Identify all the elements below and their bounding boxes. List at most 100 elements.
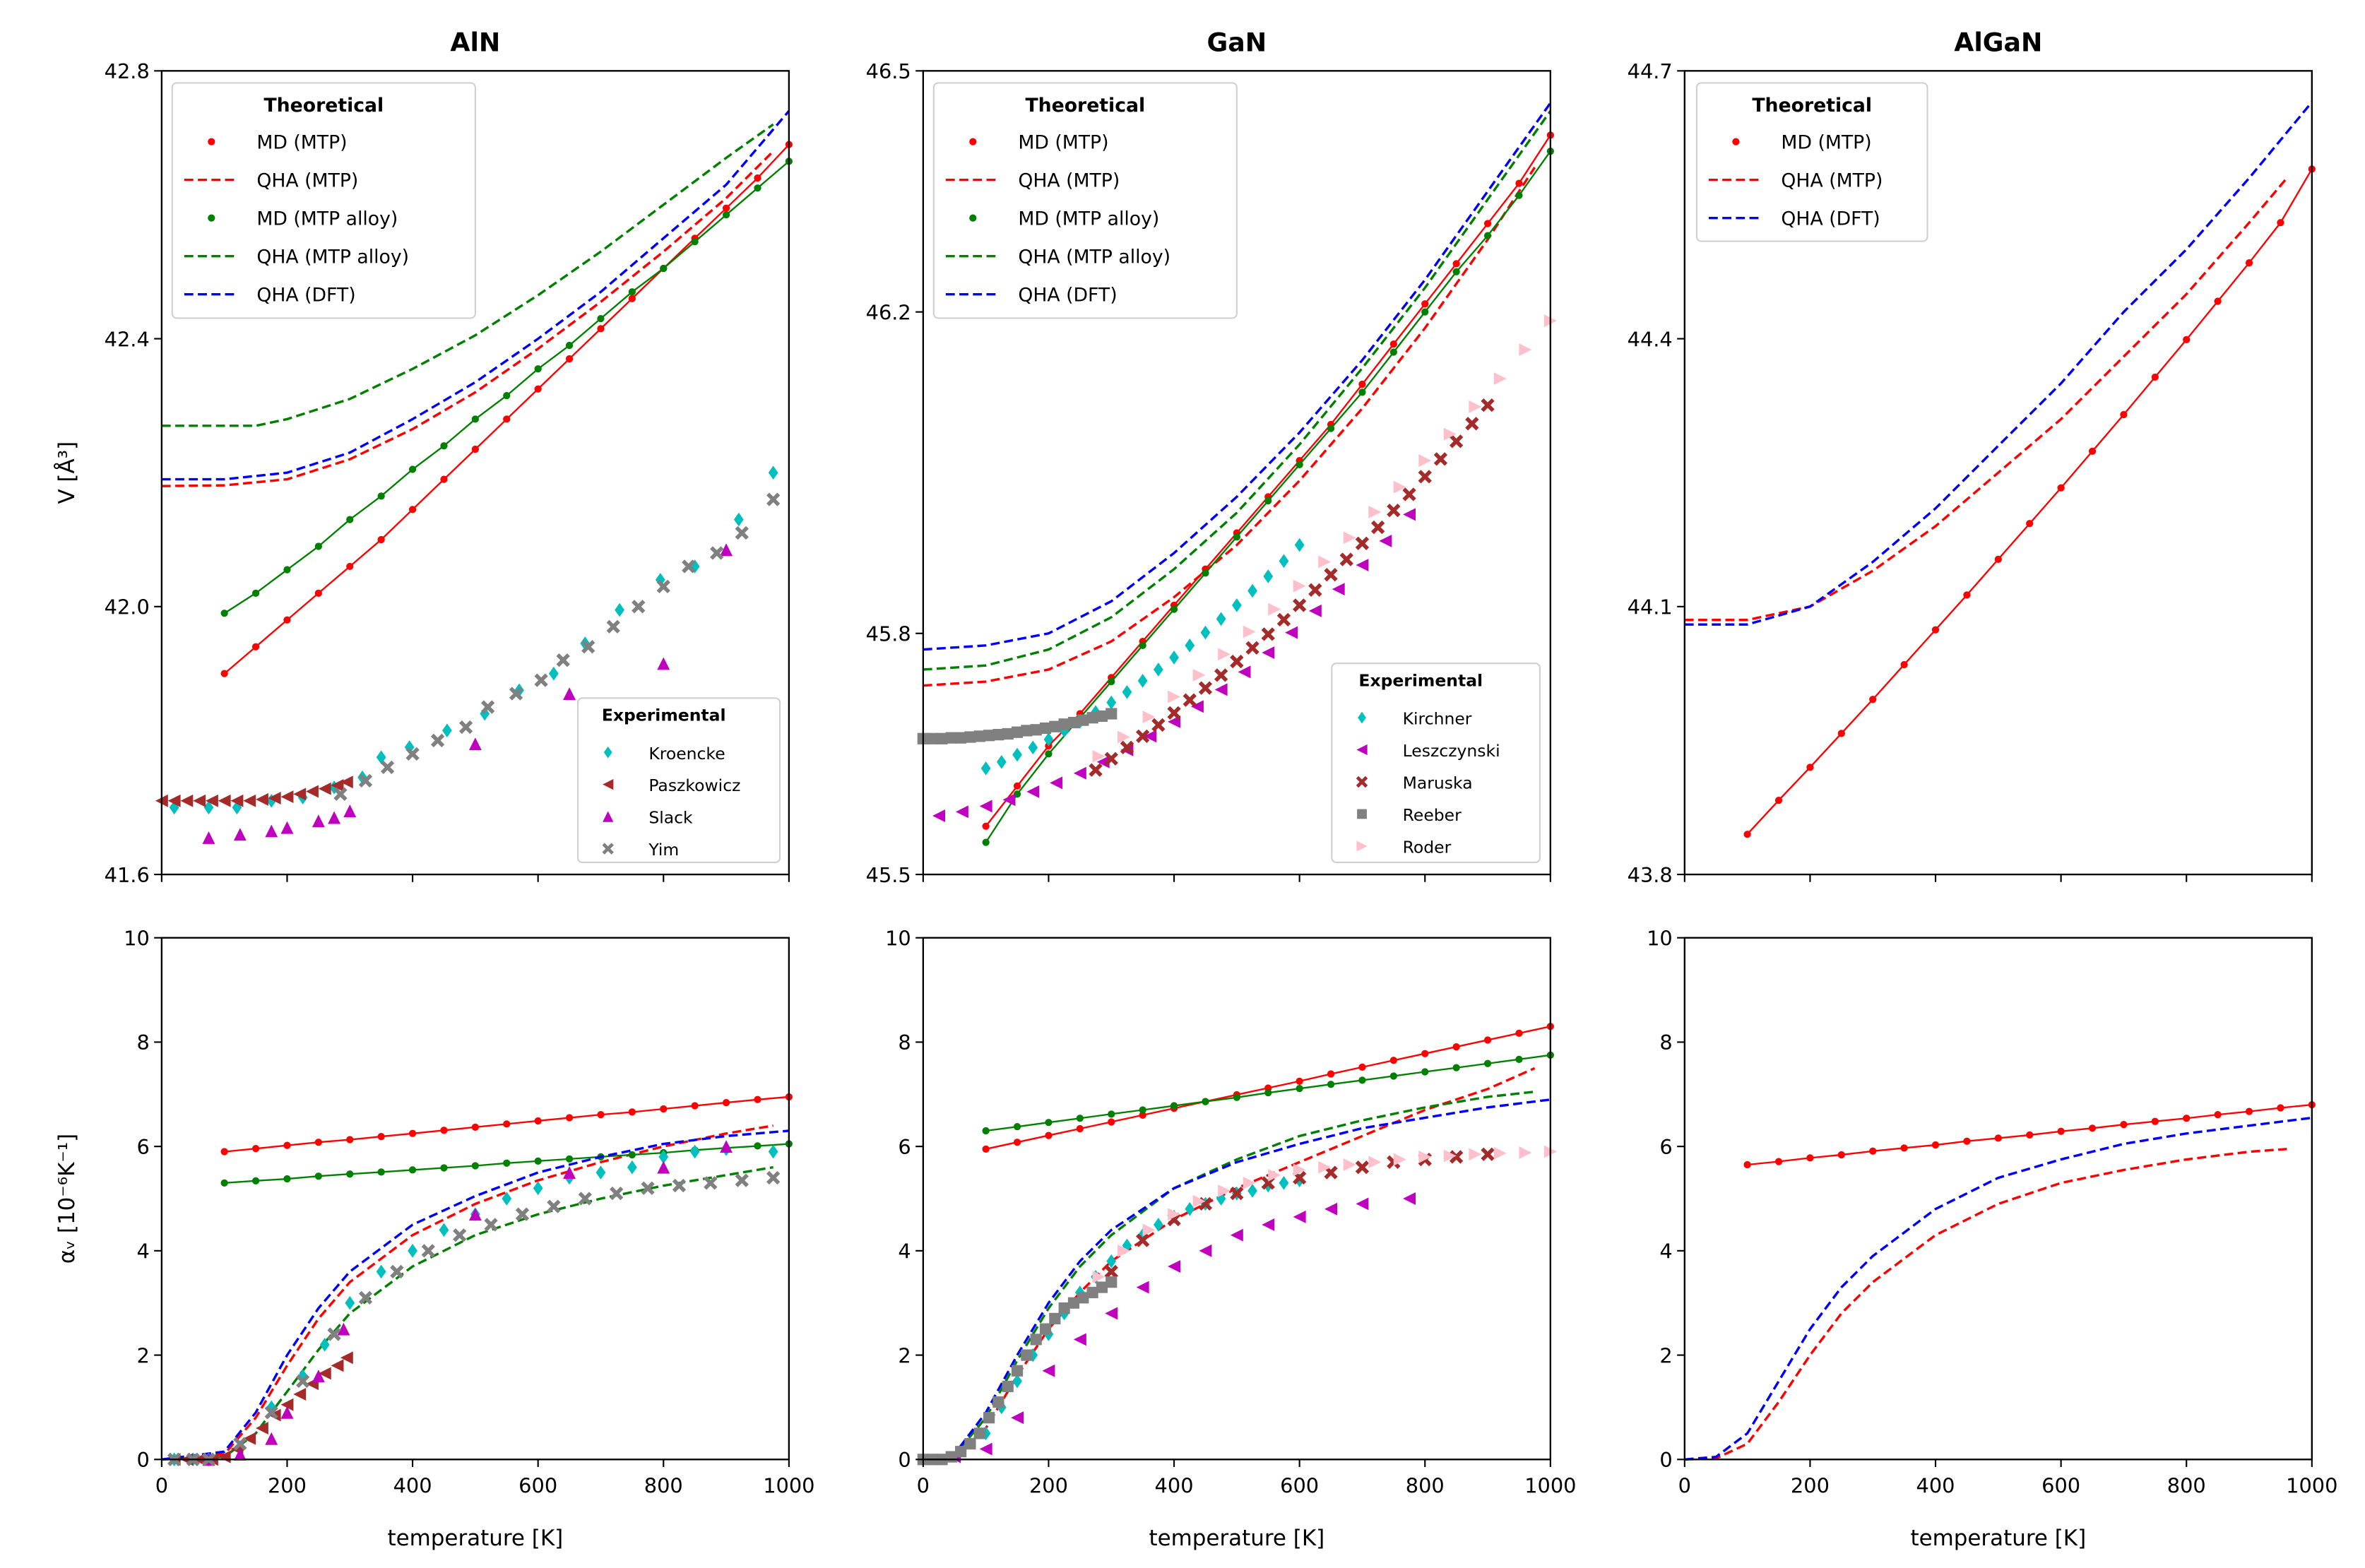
- data-point-paszkowicz: [243, 794, 256, 807]
- data-point-md-mtp: [565, 355, 574, 363]
- data-point-roder: [1393, 1153, 1406, 1166]
- data-point-md-mtp-alloy: [251, 1177, 260, 1185]
- data-point-maruska: [1449, 434, 1464, 449]
- legend-entry-label: QHA (MTP alloy): [256, 246, 409, 268]
- y-tick-label: 44.4: [1628, 327, 1673, 351]
- data-point-kirchner: [1279, 1176, 1289, 1190]
- data-point-kirchner: [1106, 695, 1117, 710]
- data-point-paszkowicz: [205, 794, 218, 807]
- data-point-md-mtp-alloy: [1327, 424, 1335, 432]
- legend-theoretical: Theoretical MD (MTP) QHA (MTP) MD (MTP allo…: [171, 82, 476, 319]
- data-point-md-mtp: [754, 174, 761, 182]
- data-point-md-mtp: [251, 643, 260, 651]
- data-point-kirchner: [1028, 740, 1038, 755]
- data-point-yim: [405, 747, 420, 761]
- data-point-roder: [1118, 730, 1130, 744]
- data-point-maruska: [1387, 504, 1401, 518]
- data-point-kirchner: [1012, 1374, 1022, 1389]
- data-point-md-mtp-alloy: [628, 288, 636, 296]
- data-point-roder: [1118, 1244, 1130, 1257]
- data-point-kroencke: [439, 1223, 449, 1237]
- data-point-maruska: [1182, 693, 1197, 707]
- legend-entry-label: Leszczynski: [1403, 741, 1500, 761]
- data-point-md-mtp: [2026, 520, 2034, 528]
- data-point-md-mtp: [1483, 220, 1492, 227]
- y-tick-label: 10: [1647, 926, 1673, 950]
- data-point-md-mtp: [1452, 260, 1460, 268]
- subplot-2: 45.5 45.8 46.2 46.5 GaN Theoretical MD (MTP) QH…: [866, 28, 1557, 887]
- data-point-md-mtp: [1389, 340, 1397, 348]
- data-point-kirchner: [1200, 625, 1211, 640]
- data-point-maruska: [1120, 740, 1134, 754]
- subplot-3: 43.8 44.1 44.4 44.7 AlGaN Theoretical MD (MTP)…: [1628, 28, 2316, 887]
- y-axis-label: αᵥ [10⁻⁶K⁻¹]: [54, 1134, 80, 1264]
- subplot-title: AlN: [450, 28, 500, 58]
- data-point-reeber: [1039, 1323, 1052, 1335]
- data-point-yim: [710, 546, 724, 560]
- data-point-maruska: [1198, 681, 1213, 695]
- data-point-md-mtp-alloy: [1296, 1085, 1303, 1093]
- data-point-md-mtp: [660, 1105, 668, 1113]
- data-point-leszczynski: [1379, 534, 1392, 547]
- data-point-reeber: [1058, 1302, 1070, 1314]
- data-point-maruska: [1292, 598, 1307, 612]
- data-point-slack: [233, 828, 247, 841]
- x-tick-label: 400: [1155, 1473, 1194, 1497]
- data-point-leszczynski: [1073, 1333, 1086, 1346]
- data-point-reeber: [927, 732, 939, 744]
- data-point-kroencke: [615, 602, 624, 617]
- y-tick-label: 0: [136, 1448, 149, 1472]
- data-point-kroencke: [345, 1295, 355, 1310]
- y-tick-label: 4: [898, 1240, 911, 1264]
- data-point-yim: [547, 1199, 561, 1213]
- data-point-roder: [1443, 427, 1457, 441]
- data-point-md-mtp: [2026, 1131, 2034, 1139]
- legend-title: Theoretical: [263, 95, 384, 117]
- data-point-maruska: [1135, 729, 1150, 744]
- data-point-md-mtp: [534, 1117, 542, 1125]
- y-tick-label: 8: [1659, 1031, 1672, 1055]
- data-point-reeber: [955, 732, 967, 744]
- legend-entry-label: MD (MTP): [1018, 131, 1108, 153]
- axes-frame: [922, 70, 1552, 876]
- data-point-maruska: [1370, 520, 1385, 535]
- data-point-leszczynski: [1096, 755, 1110, 768]
- legend-entry-label: Reeber: [1403, 805, 1462, 825]
- data-point-leszczynski: [1262, 1218, 1275, 1231]
- data-point-roder: [1192, 668, 1206, 682]
- data-point-md-mtp: [1108, 1118, 1115, 1126]
- data-point-md-mtp-alloy: [408, 465, 417, 473]
- subplot-title: GaN: [1207, 28, 1267, 58]
- data-point-leszczynski: [1308, 604, 1322, 617]
- data-point-reeber: [1077, 714, 1089, 726]
- series-group: [155, 110, 793, 844]
- legend-marker-swatch: [602, 843, 614, 855]
- data-point-kirchner: [1247, 583, 1257, 598]
- legend-entry-label: QHA (MTP): [1018, 170, 1120, 191]
- data-point-paszkowicz: [340, 776, 353, 789]
- data-point-md-mtp-alloy: [597, 315, 605, 323]
- data-point-maruska: [1276, 612, 1291, 627]
- series-line-qha-mtp: [161, 1124, 773, 1461]
- data-point-md-mtp: [471, 1123, 479, 1131]
- data-point-leszczynski: [1285, 626, 1298, 639]
- series-line-qha-mtp: [161, 150, 774, 487]
- data-point-md-mtp: [220, 1148, 228, 1156]
- data-point-maruska: [1355, 1160, 1370, 1175]
- data-point-yim: [641, 1181, 655, 1195]
- data-point-maruska: [1308, 583, 1322, 597]
- data-point-leszczynski: [1238, 665, 1251, 679]
- data-point-maruska: [1089, 763, 1103, 777]
- data-point-paszkowicz: [331, 779, 344, 792]
- subplot-4: 0 200 400 600 800 1000 0 2 4 6 8 10 temperature [K] α…: [54, 926, 814, 1551]
- series-line-qha-dft: [161, 1129, 790, 1461]
- y-tick-label: 10: [885, 926, 911, 950]
- data-point-roder: [1519, 343, 1532, 357]
- data-point-kroencke: [768, 465, 778, 480]
- data-point-md-mtp-alloy: [1358, 388, 1366, 396]
- series-line-qha-dft: [1684, 1116, 2313, 1461]
- data-point-md-mtp: [1869, 1147, 1877, 1155]
- series-line-md-mtp: [1746, 168, 2313, 835]
- data-point-md-mtp: [1045, 1132, 1053, 1139]
